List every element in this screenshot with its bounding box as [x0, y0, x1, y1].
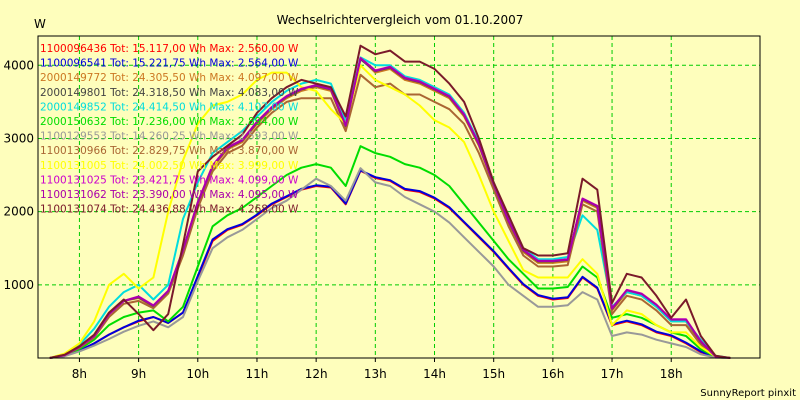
legend-entry-11: 1100131062 Tot: 23.390,00 Wh Max: 4.095,…	[40, 189, 299, 201]
series-line-12	[49, 44, 731, 359]
x-tick-label: 11h	[246, 367, 269, 381]
x-tick-label: 13h	[364, 367, 387, 381]
y-tick-label: 2000	[3, 205, 34, 219]
legend-entry-6: 2000150632 Tot: 17.236,00 Wh Max: 2.894,…	[40, 116, 299, 128]
series-line-7	[49, 167, 731, 359]
x-tick-label: 8h	[72, 367, 87, 381]
legend-entry-2: 1100096541 Tot: 15.221,75 Wh Max: 2.564,…	[40, 58, 299, 70]
plot-frame	[37, 35, 761, 359]
series-line-11	[49, 57, 731, 359]
chart-title: Wechselrichtervergleich vom 01.10.2007	[277, 13, 524, 27]
x-tick-label: 9h	[131, 367, 146, 381]
legend-entry-5: 2000149852 Tot: 24.414,50 Wh Max: 4.107,…	[40, 101, 299, 113]
x-tick-label: 12h	[305, 367, 328, 381]
x-tick-label: 14h	[423, 367, 446, 381]
series-line-9	[49, 64, 731, 359]
legend-entry-12: 1100131074 Tot: 24.436,88 Wh Max: 4.268,…	[40, 204, 299, 216]
y-axis-label: W	[34, 17, 46, 31]
y-tick-label: 4000	[3, 58, 34, 72]
x-tick-label: 17h	[601, 367, 624, 381]
series-lines	[49, 44, 731, 359]
x-tick-label: 10h	[186, 367, 209, 381]
y-tick-label: 3000	[3, 131, 34, 145]
x-tick-label: 15h	[482, 367, 505, 381]
legend-entry-7: 1100129553 Tot: 14.260,25 Wh Max: 2.593,…	[40, 131, 299, 143]
legend-entry-9: 1100131005 Tot: 24.002,50 Wh Max: 3.999,…	[40, 160, 299, 172]
series-line-6	[49, 145, 731, 359]
x-tick-label: 18h	[660, 367, 683, 381]
x-tick-label: 16h	[541, 367, 564, 381]
legend-entry-10: 1100131025 Tot: 23.421,75 Wh Max: 4.099,…	[40, 174, 299, 186]
legend-entry-4: 2000149801 Tot: 24.318,50 Wh Max: 4.083,…	[40, 87, 299, 99]
axes: 8h 9h 10h 11h 12h 13h 14h 15h 16h 17h 18h 1000 2000 3…	[3, 35, 761, 381]
legend-entry-8: 1100130966 Tot: 22.829,75 Wh Max: 3.870,…	[40, 145, 299, 157]
footer-credit: SunnyReport pinxit	[700, 388, 796, 399]
legend-entry-1: 1100096436 Tot: 15.117,00 Wh Max: 2.560,…	[40, 43, 299, 55]
y-tick-label: 1000	[3, 278, 34, 292]
legend-entry-3: 2000149772 Tot: 24.305,50 Wh Max: 4.097,…	[40, 72, 299, 84]
series-line-8	[49, 73, 731, 359]
legend: 1100096436 Tot: 15.117,00 Wh Max: 2.560,…	[40, 43, 299, 216]
